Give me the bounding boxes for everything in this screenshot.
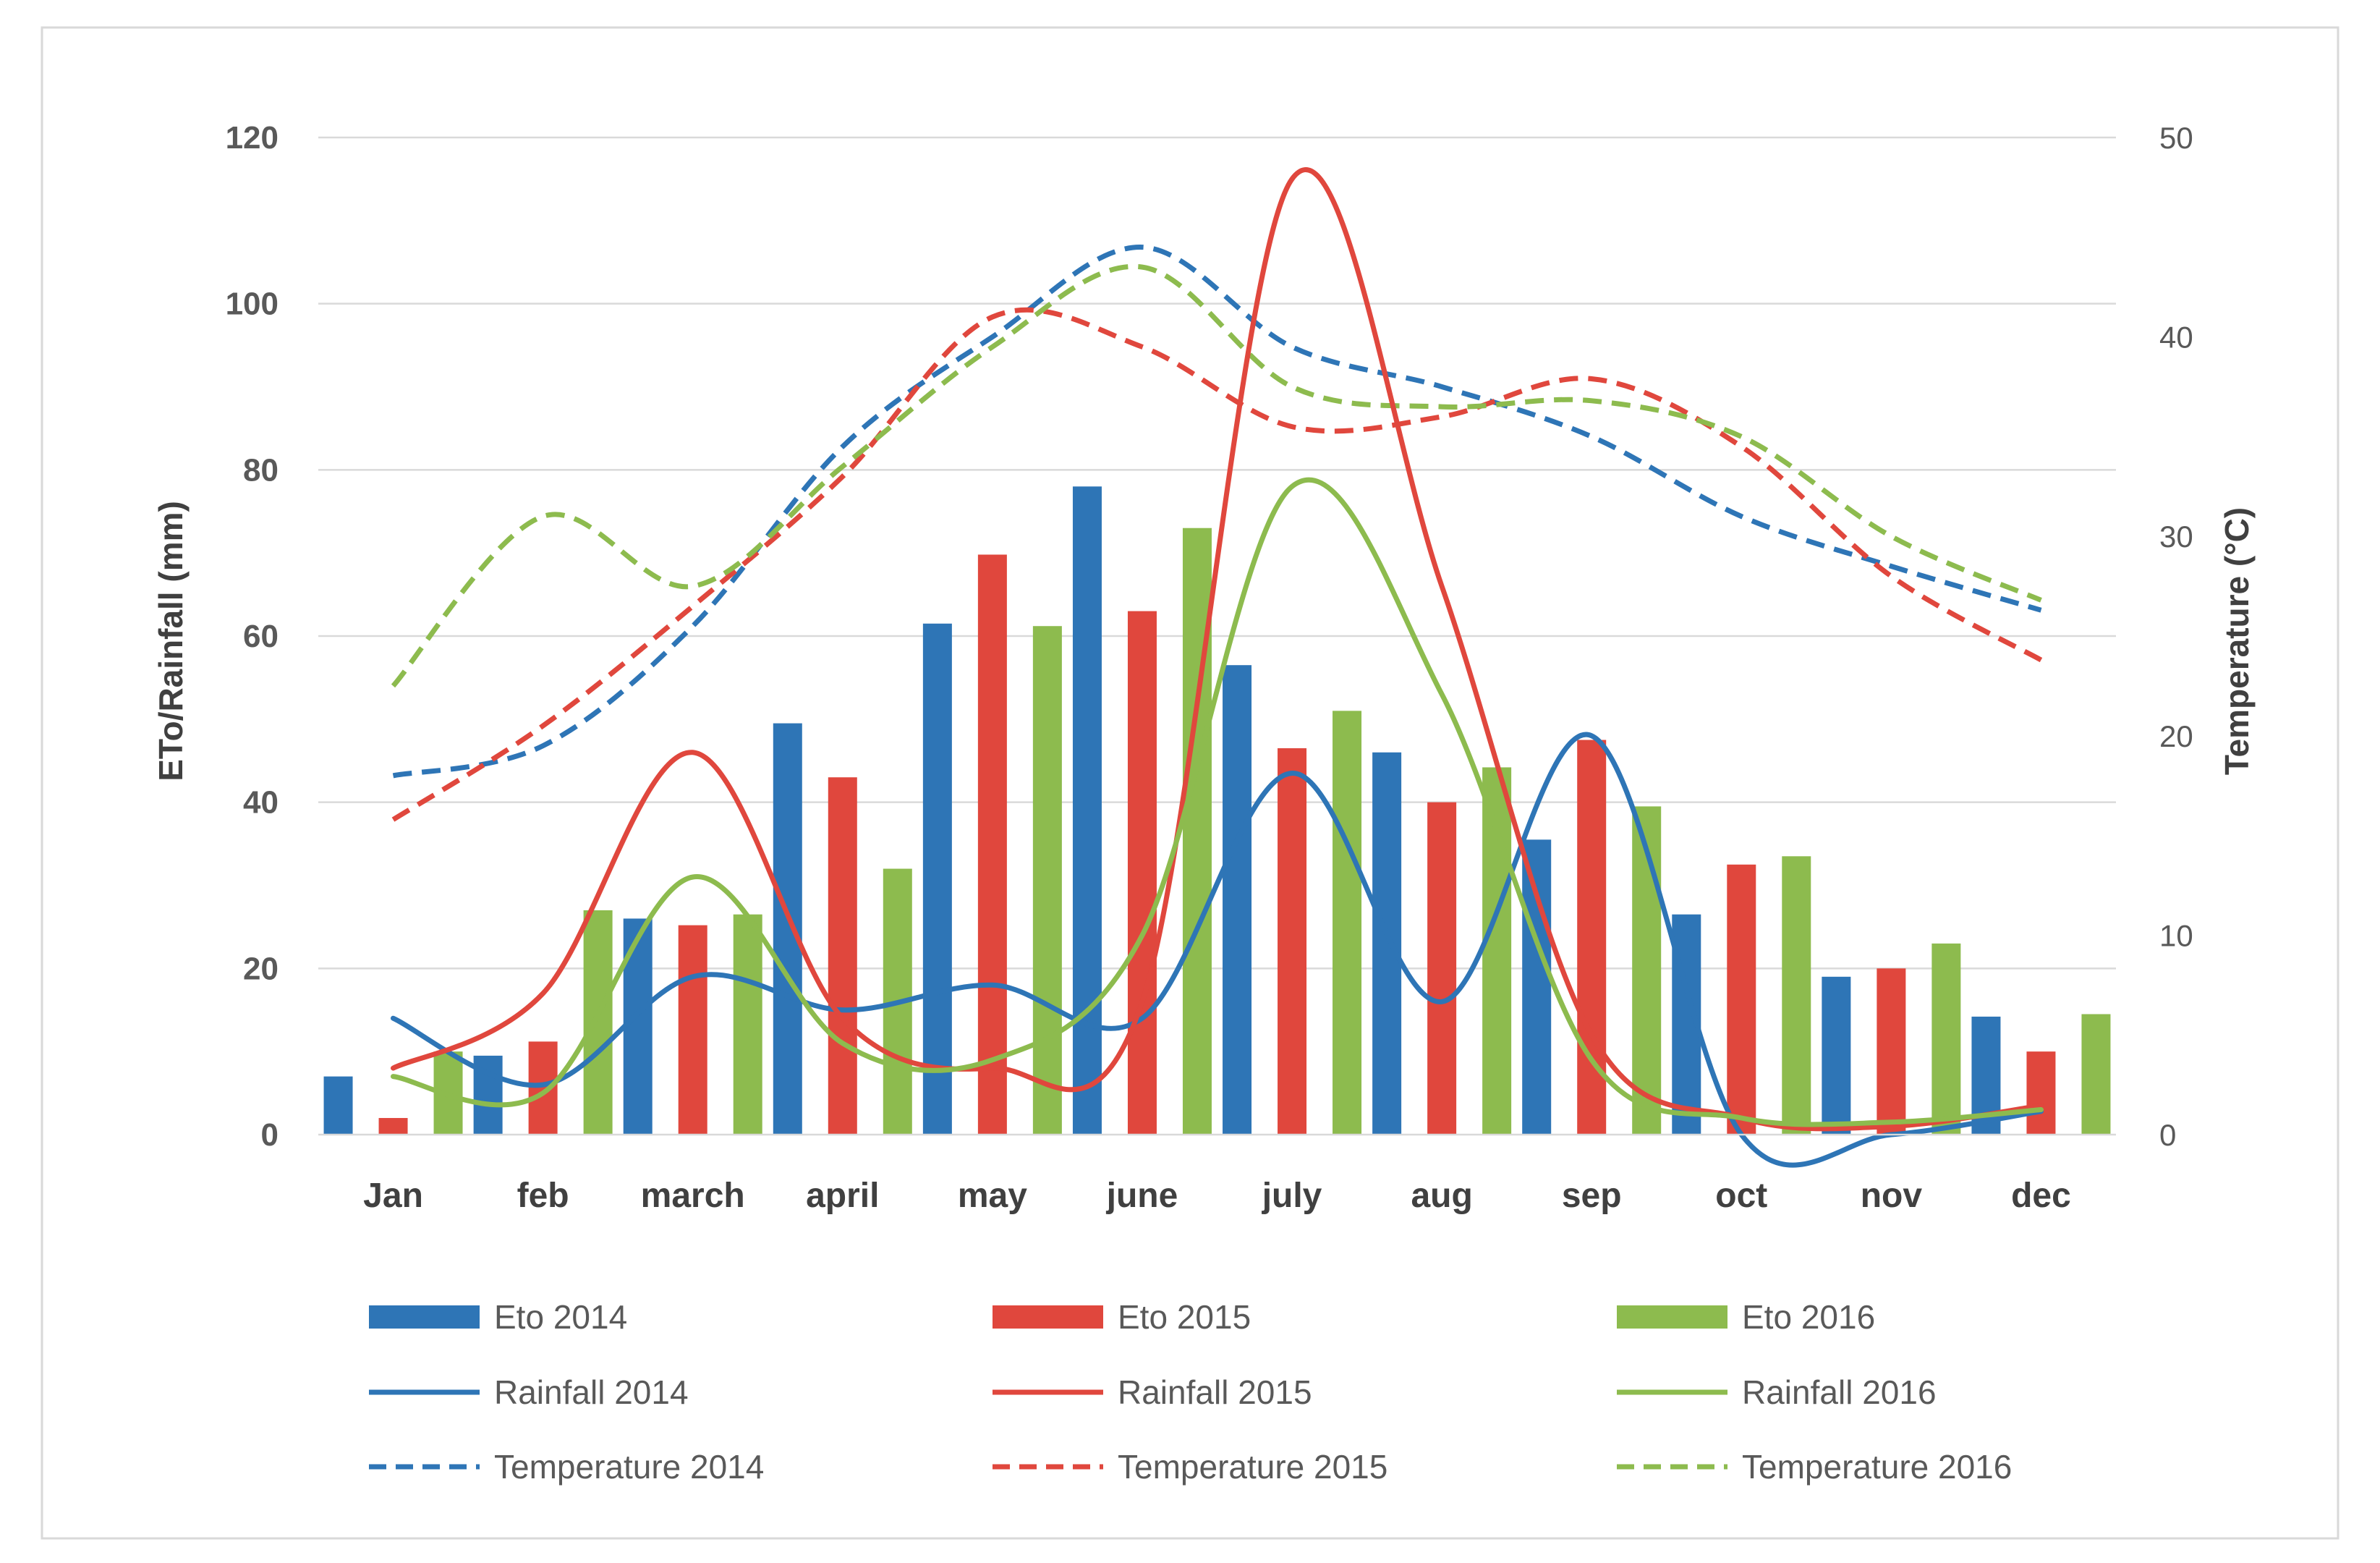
right-tick-label: 30 <box>2159 520 2193 554</box>
line-rainfall-2015 <box>391 167 2044 1132</box>
legend-swatch-eto-2016 <box>1617 1305 1727 1329</box>
line-rainfall-2016 <box>391 477 2044 1127</box>
legend-label-eto-2015: Eto 2015 <box>1118 1298 1251 1336</box>
bar-eto-2015-dec <box>2026 1051 2056 1135</box>
bar-eto-2015-march <box>678 925 707 1135</box>
bar-eto-2015-nov <box>1877 968 1906 1135</box>
legend-label-eto-2014: Eto 2014 <box>494 1298 627 1336</box>
left-tick-label: 120 <box>226 120 279 156</box>
x-tick-label: feb <box>517 1177 569 1215</box>
legend-label-temperature-2015: Temperature 2015 <box>1118 1448 1387 1486</box>
bar-eto-2015-feb <box>528 1041 558 1135</box>
bar-eto-2016-dec <box>2081 1014 2111 1135</box>
bar-eto-2016-march <box>733 914 762 1135</box>
line-temperature-2015 <box>391 307 2043 822</box>
bar-eto-2014-april <box>773 723 802 1135</box>
line-rainfall-2014 <box>391 732 2044 1168</box>
left-tick-label: 100 <box>226 287 279 322</box>
x-tick-label: oct <box>1715 1177 1767 1215</box>
legend-label-rainfall-2015: Rainfall 2015 <box>1118 1373 1312 1411</box>
bar-eto-2016-sep <box>1632 806 1662 1135</box>
left-tick-label: 60 <box>243 619 279 654</box>
legend-label-temperature-2014: Temperature 2014 <box>494 1448 764 1486</box>
bar-eto-2015-oct <box>1727 864 1756 1135</box>
x-tick-label: march <box>641 1177 745 1215</box>
bar-eto-2014-june <box>1072 486 1102 1135</box>
x-tick-label: june <box>1106 1177 1178 1215</box>
legend-label-rainfall-2016: Rainfall 2016 <box>1742 1373 1937 1411</box>
line-temperature-2016 <box>391 263 2042 688</box>
left-axis-ticks: 0 20 40 60 80 100 120 <box>226 120 279 1153</box>
bar-eto-2015-jan <box>378 1118 408 1135</box>
legend-label-rainfall-2014: Rainfall 2014 <box>494 1373 689 1411</box>
bar-eto-2016-feb <box>583 910 613 1135</box>
legend-swatch-eto-2014 <box>369 1305 480 1329</box>
x-axis-ticks: Jan feb march april may june july aug sep oct nov d… <box>363 1177 2071 1215</box>
legend-swatch-eto-2015 <box>993 1305 1103 1329</box>
bar-eto-2015-june <box>1127 611 1157 1135</box>
gridlines <box>318 136 2116 970</box>
legend: Eto 2014 Eto 2015 Eto 2016 Rainfall 2014 Rai… <box>369 1298 2012 1486</box>
bar-eto-2015-aug <box>1427 802 1457 1135</box>
right-tick-label: 50 <box>2159 121 2193 155</box>
bar-eto-2014-july <box>1223 665 1252 1135</box>
line-series-group <box>391 167 2044 1168</box>
legend-label-eto-2016: Eto 2016 <box>1742 1298 1875 1336</box>
x-tick-label: Jan <box>363 1177 423 1215</box>
x-tick-label: april <box>806 1177 879 1215</box>
bar-eto-2016-nov <box>1931 943 1961 1135</box>
x-tick-label: sep <box>1562 1177 1622 1215</box>
x-tick-label: nov <box>1861 1177 1923 1215</box>
left-axis-title: ETo/Rainfall (mm) <box>152 501 190 782</box>
bar-eto-2015-may <box>977 554 1007 1135</box>
bar-eto-2014-aug <box>1372 752 1402 1135</box>
x-tick-label: july <box>1262 1177 1322 1215</box>
bar-eto-2015-july <box>1278 748 1307 1135</box>
right-tick-label: 10 <box>2159 918 2193 952</box>
bar-eto-2014-jan <box>323 1076 353 1135</box>
x-tick-label: dec <box>2011 1177 2071 1215</box>
right-axis-ticks: 0 10 20 30 40 50 <box>2159 121 2193 1152</box>
legend-label-temperature-2016: Temperature 2016 <box>1742 1448 2012 1486</box>
bar-eto-2016-may <box>1032 626 1062 1135</box>
right-tick-label: 20 <box>2159 719 2193 753</box>
left-tick-label: 40 <box>243 785 279 821</box>
bar-eto-2014-sep <box>1522 839 1552 1135</box>
right-tick-label: 40 <box>2159 321 2193 355</box>
left-tick-label: 80 <box>243 452 279 488</box>
bar-eto-2014-may <box>922 623 952 1135</box>
bar-eto-2016-july <box>1333 711 1362 1135</box>
x-tick-label: may <box>958 1177 1027 1215</box>
line-temperature-2014 <box>392 245 2042 779</box>
bar-eto-2014-nov <box>1822 976 1851 1135</box>
left-tick-label: 20 <box>243 951 279 986</box>
left-tick-label: 0 <box>261 1117 279 1153</box>
bar-eto-2016-oct <box>1782 856 1811 1135</box>
x-tick-label: aug <box>1411 1177 1472 1215</box>
right-tick-label: 0 <box>2159 1118 2176 1152</box>
bar-eto-2015-april <box>828 777 857 1135</box>
right-axis-title: Temperature (°C) <box>2218 507 2256 775</box>
